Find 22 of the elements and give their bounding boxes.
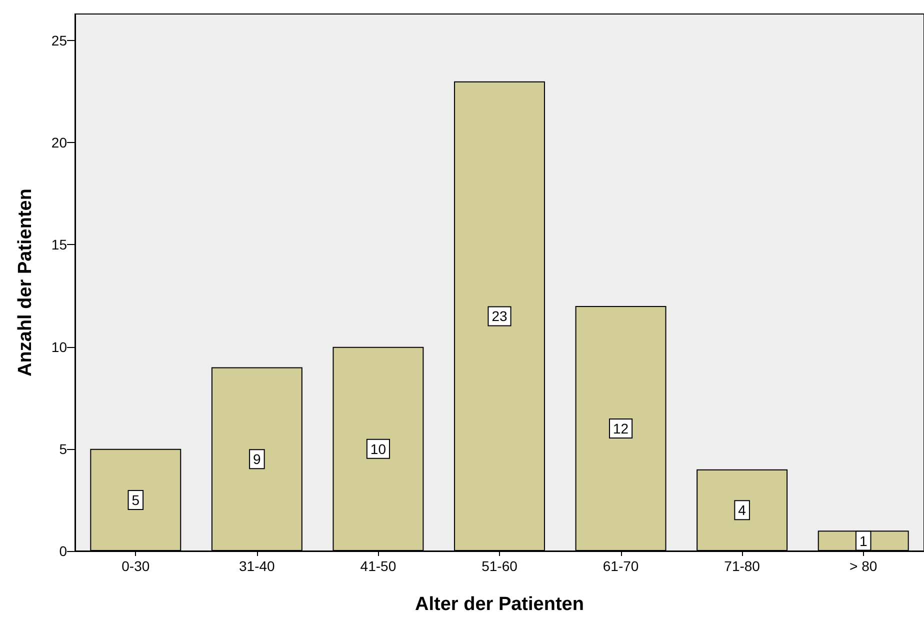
data-label: 12: [612, 420, 629, 436]
x-tick-label: 51-60: [482, 558, 518, 574]
x-tick-label: 31-40: [239, 558, 276, 574]
data-label: 23: [492, 308, 508, 324]
x-tick-label: 0-30: [122, 558, 150, 574]
x-tick-label: 61-70: [602, 558, 639, 574]
x-tick-label: 71-80: [724, 558, 760, 574]
data-label: 10: [370, 440, 386, 457]
x-axis-title: Alter der Patienten: [415, 594, 584, 615]
y-tick-label: 25: [51, 32, 68, 49]
y-tick-label: 10: [51, 338, 68, 355]
data-label: 5: [132, 492, 140, 508]
y-axis-title: Anzahl der Patienten: [15, 188, 36, 376]
y-tick-label: 0: [59, 543, 68, 559]
data-label: 9: [253, 451, 262, 468]
data-label: 4: [738, 502, 746, 518]
x-tick-label: > 80: [850, 558, 878, 574]
y-tick-label: 5: [59, 440, 68, 457]
y-tick-label: 20: [51, 134, 68, 151]
x-tick-label: 41-50: [360, 558, 396, 574]
y-tick-label: 15: [51, 236, 68, 253]
data-label: 1: [859, 532, 868, 549]
